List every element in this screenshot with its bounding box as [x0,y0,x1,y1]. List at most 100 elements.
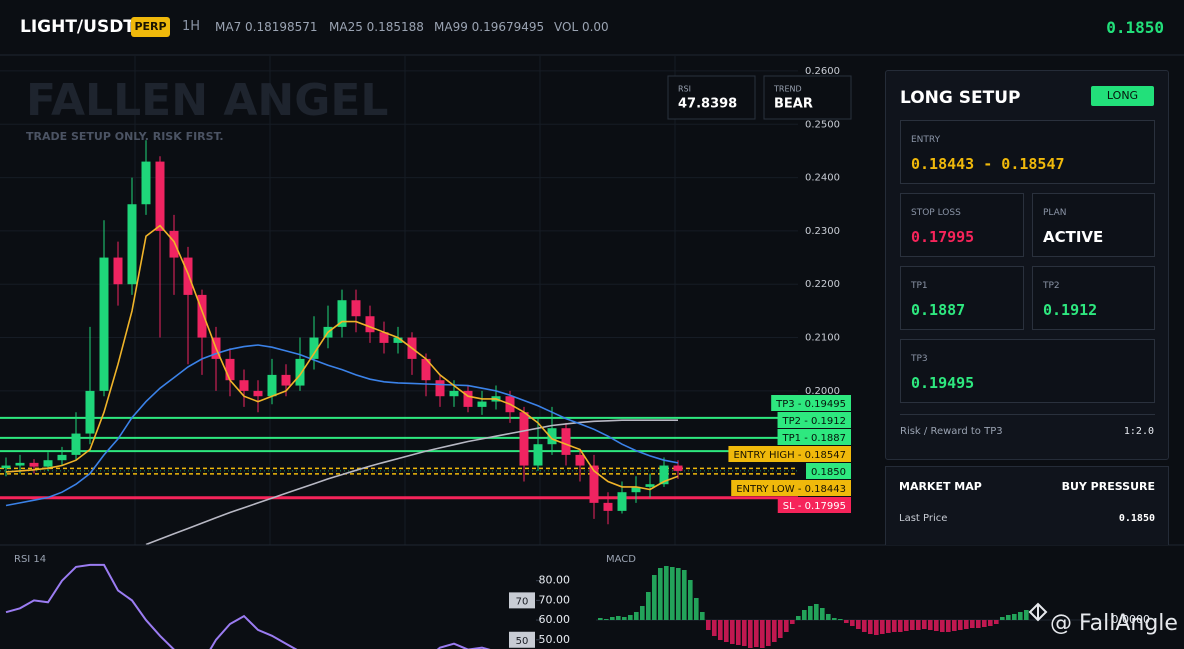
pressure: BUY PRESSURE [1061,480,1155,493]
macd-bar [826,614,831,620]
macd-bar [682,570,687,620]
stop-label: STOP LOSS [911,208,961,218]
candle-body [169,230,179,258]
macd-bar [604,619,609,620]
level-badge [806,463,851,479]
macd-bar [886,620,891,633]
candle-body [99,257,109,391]
y-tick-label: 50.00 [539,633,571,646]
rsi-plot [5,563,491,649]
macd-bar [784,620,789,632]
long-badge: LONG [1091,86,1154,106]
candle-body [519,412,529,466]
plan-value: ACTIVE [1043,228,1104,246]
macd-bar [862,620,867,632]
macd-bar [970,620,975,628]
setup-title: LONG SETUP [900,88,1021,108]
macd-bar [922,620,927,629]
macd-bar [802,610,807,620]
macd-bar [868,620,873,634]
level-marker-label: 70 [516,596,529,607]
macd-bar [928,620,933,630]
level-label: ENTRY HIGH - 0.18547 [733,450,846,461]
watermark: @ FallAngle [1050,611,1178,636]
macd-bar [1006,615,1011,620]
rr-value: 1:2.0 [1123,426,1154,437]
macd-bar [964,620,969,629]
candle-body [589,465,599,503]
level-badge [731,480,851,496]
level-badge [728,446,851,462]
level-badge [777,412,851,428]
ma-line [5,344,679,507]
ma-line [145,419,678,545]
level-label: SL - 0.17995 [783,501,846,512]
y-tick-label: 70.00 [539,593,571,606]
candle-body [295,358,305,386]
rsi-label: RSI [678,85,691,94]
watermark-icon [1028,602,1048,622]
rsi-value: 47.8398 [678,97,737,112]
level-badge [777,429,851,445]
macd-bar [916,620,921,630]
timeframe[interactable]: 1H [182,19,201,34]
level-marker [509,592,535,609]
macd-bar [748,620,753,648]
macd-bar [706,620,711,630]
level-label: TP1 - 0.1887 [782,433,846,444]
candle-body [463,390,473,407]
candle-body [379,332,389,343]
level-label: TP2 - 0.1912 [782,416,846,427]
candle-body [351,300,361,317]
macd-bar [616,616,621,620]
plan-label: PLAN [1043,208,1067,218]
macd-bar [772,620,777,642]
subtitle: TRADE SETUP ONLY. RISK FIRST. [26,130,224,143]
y-tick-label: 0.2300 [805,226,840,237]
macd-bar [982,620,987,627]
macd-bar [658,568,663,620]
level-label: 0.1850 [811,467,846,478]
level-label: TP3 - 0.19495 [775,399,846,410]
macd-bar [760,620,765,648]
macd-bar [790,620,795,624]
macd-bar [904,620,909,631]
rsi-line [5,563,491,649]
tp2-value: 0.1912 [1043,301,1098,319]
macd-bar [940,620,945,632]
macd-bar [664,566,669,620]
macd-bar [736,620,741,645]
candle-body [57,454,67,461]
watermark-title: FALLEN ANGEL [26,75,388,126]
level-label: ENTRY LOW - 0.18443 [736,484,846,495]
candle-body [617,492,627,511]
candle-body [127,204,137,285]
entry-label: ENTRY [911,135,941,145]
y-tick-label: 0.2500 [805,119,840,130]
candle-body [141,161,151,205]
y-tick-label: 0.0000 [1112,613,1151,626]
macd-bar [700,612,705,620]
candle-body [533,444,543,466]
macd-bar [910,620,915,630]
candle-body [365,316,375,333]
ma-line [5,224,679,491]
macd-bar [844,620,849,623]
tp2-card: TP2 0.1912 [1032,266,1155,330]
macd-bar [598,618,603,620]
candle-body [183,257,193,295]
macd-bar [1000,617,1005,620]
trend-value: BEAR [774,97,813,112]
tp2-label: TP2 [1043,281,1060,291]
ma7: MA7 0.18198571 [215,20,318,34]
y-tick-label: 0.2200 [805,279,840,290]
separator [900,414,1155,415]
macd-bar [724,620,729,642]
macd-bar [712,620,717,636]
ma99: MA99 0.19679495 [434,20,545,34]
tp1-card: TP1 0.1887 [900,266,1024,330]
macd-bar [1012,614,1017,620]
macd-bar [742,620,747,646]
candle-body [43,460,53,467]
